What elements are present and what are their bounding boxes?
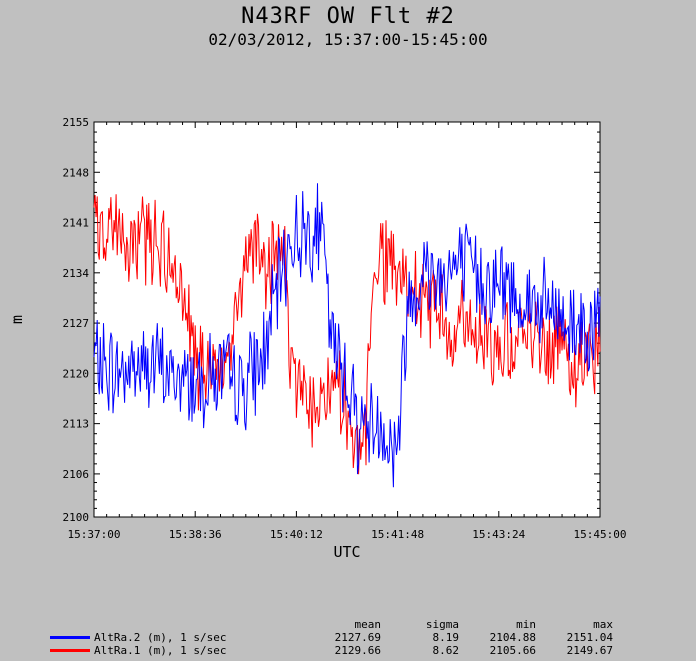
legend-swatch-blue (50, 636, 90, 639)
series-line-altra2 (93, 183, 601, 488)
stat-max: 2149.67 (566, 644, 613, 657)
stat-min: 2105.66 (489, 644, 536, 657)
y-tick-label: 2134 (63, 267, 90, 280)
y-axis-label: m (8, 315, 26, 324)
plot-area (93, 121, 601, 518)
stat-max: 2151.04 (566, 631, 613, 644)
y-tick-label: 2155 (63, 116, 90, 129)
stats-header-max: max (593, 618, 613, 631)
stat-sigma: 8.62 (432, 644, 460, 657)
y-tick-label: 2120 (63, 367, 90, 380)
stats-header-min: min (516, 618, 536, 631)
stat-min: 2104.88 (489, 631, 536, 644)
legend-swatch-red (50, 649, 90, 652)
y-tick-label: 2148 (63, 166, 90, 179)
x-tick-label: 15:45:00 (574, 528, 627, 541)
y-tick-label: 2127 (63, 317, 90, 330)
stats-header-mean: mean (354, 618, 382, 631)
x-tick-label: 15:43:24 (472, 528, 525, 541)
x-tick-label: 15:41:48 (371, 528, 424, 541)
x-axis-label: UTC (333, 543, 360, 561)
stat-mean: 2129.66 (334, 644, 381, 657)
y-tick-label: 2106 (63, 468, 90, 481)
y-tick-label: 2100 (63, 511, 90, 524)
stat-mean: 2127.69 (334, 631, 381, 644)
y-tick-label: 2141 (63, 217, 90, 230)
x-tick-label: 15:38:36 (169, 528, 222, 541)
legend-label: AltRa.1 (m), 1 s/sec (94, 644, 227, 657)
stats-header-sigma: sigma (425, 618, 459, 631)
legend-label: AltRa.2 (m), 1 s/sec (94, 631, 227, 644)
chart-subtitle: 02/03/2012, 15:37:00-15:45:00 (208, 30, 488, 49)
y-tick-label: 2113 (63, 418, 90, 431)
chart-title: N43RF OW Flt #2 (241, 4, 455, 29)
x-tick-label: 15:40:12 (270, 528, 323, 541)
stat-sigma: 8.19 (432, 631, 460, 644)
series-line-altra1 (93, 194, 601, 475)
x-tick-label: 15:37:00 (68, 528, 121, 541)
